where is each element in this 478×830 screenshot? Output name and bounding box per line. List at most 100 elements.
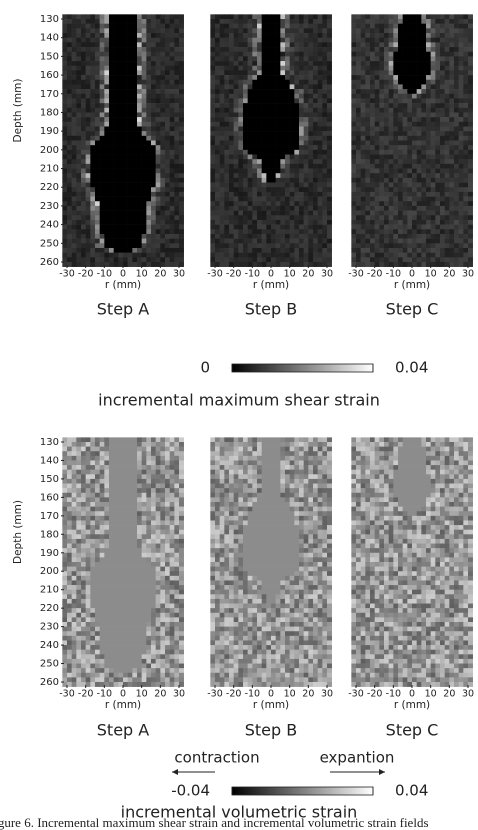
heatmap-cell <box>327 145 332 150</box>
heatmap-cell <box>351 66 356 71</box>
heatmap-cell <box>370 136 375 141</box>
heatmap-cell <box>417 103 422 108</box>
heatmap-cell <box>123 178 128 183</box>
heatmap-cell <box>128 474 133 479</box>
heatmap-cell <box>104 112 109 117</box>
heatmap-cell <box>146 131 151 136</box>
heatmap-cell <box>243 187 248 192</box>
heatmap-cell <box>398 155 403 160</box>
heatmap-cell <box>118 173 123 178</box>
heatmap-cell <box>257 61 262 66</box>
heatmap-cell <box>179 470 184 475</box>
heatmap-cell <box>468 112 473 117</box>
heatmap-cell <box>156 19 161 24</box>
heatmap-cell <box>238 187 243 192</box>
heatmap-cell <box>165 447 170 452</box>
heatmap-cell <box>280 108 285 113</box>
heatmap-cell <box>294 75 299 80</box>
heatmap-cell <box>146 206 151 211</box>
heatmap-cell <box>67 465 72 470</box>
heatmap-cell <box>86 484 91 489</box>
heatmap-cell <box>276 108 281 113</box>
heatmap-cell <box>146 84 151 89</box>
heatmap-cell <box>109 56 114 61</box>
heatmap-cell <box>109 75 114 80</box>
heatmap-cell <box>421 159 426 164</box>
heatmap-cell <box>398 33 403 38</box>
heatmap-cell <box>174 52 179 57</box>
heatmap-cell <box>90 108 95 113</box>
heatmap-cell <box>95 548 100 553</box>
heatmap-cell <box>95 187 100 192</box>
heatmap-cell <box>174 511 179 516</box>
heatmap-cell <box>351 248 356 253</box>
heatmap-cell <box>220 150 225 155</box>
heatmap-cell <box>100 122 105 127</box>
heatmap-cell <box>370 108 375 113</box>
heatmap-cell <box>365 131 370 136</box>
heatmap-cell <box>90 169 95 174</box>
heatmap-cell <box>294 169 299 174</box>
heatmap-cell <box>215 56 220 61</box>
heatmap-cell <box>361 126 366 131</box>
heatmap-cell <box>95 183 100 188</box>
heatmap-cell <box>95 117 100 122</box>
heatmap-cell <box>375 38 380 43</box>
heatmap-cell <box>76 103 81 108</box>
heatmap-cell <box>361 136 366 141</box>
heatmap-cell <box>276 47 281 52</box>
heatmap-cell <box>370 47 375 52</box>
heatmap-cell <box>100 206 105 211</box>
heatmap-cell <box>398 75 403 80</box>
heatmap-cell <box>95 456 100 461</box>
heatmap-cell <box>271 19 276 24</box>
heatmap-cell <box>62 80 67 85</box>
heatmap-cell <box>285 98 290 103</box>
heatmap-cell <box>365 94 370 99</box>
heatmap-cell <box>393 215 398 220</box>
heatmap-cell <box>252 28 257 33</box>
heatmap-cell <box>76 159 81 164</box>
heatmap-cell <box>454 225 459 230</box>
heatmap-cell <box>421 136 426 141</box>
heatmap-cell <box>109 511 114 516</box>
heatmap-cell <box>435 183 440 188</box>
heatmap-cell <box>104 192 109 197</box>
heatmap-cell <box>356 225 361 230</box>
heatmap-cell <box>123 187 128 192</box>
heatmap-cell <box>72 437 77 442</box>
heatmap-cell <box>210 75 215 80</box>
heatmap-cell <box>142 112 147 117</box>
heatmap-cell <box>90 243 95 248</box>
heatmap-cell <box>248 229 253 234</box>
heatmap-cell <box>76 117 81 122</box>
heatmap-cell <box>118 75 123 80</box>
heatmap-cell <box>210 24 215 29</box>
heatmap-cell <box>294 145 299 150</box>
heatmap-cell <box>100 442 105 447</box>
heatmap-cell <box>114 183 119 188</box>
heatmap-cell <box>160 75 165 80</box>
heatmap-cell <box>151 145 156 150</box>
heatmap-cell <box>266 239 271 244</box>
heatmap-cell <box>384 141 389 146</box>
heatmap-cell <box>160 126 165 131</box>
heatmap-cell <box>215 84 220 89</box>
heatmap-cell <box>109 164 114 169</box>
x-tick-label: -10 <box>386 269 402 280</box>
heatmap-cell <box>431 145 436 150</box>
heatmap-cell <box>220 136 225 141</box>
heatmap-cell <box>243 197 248 202</box>
heatmap-cell <box>248 42 253 47</box>
heatmap-cell <box>170 470 175 475</box>
heatmap-cell <box>389 201 394 206</box>
heatmap-cell <box>151 169 156 174</box>
heatmap-cell <box>114 215 119 220</box>
heatmap-cell <box>238 80 243 85</box>
heatmap-cell <box>252 136 257 141</box>
heatmap-cell <box>304 28 309 33</box>
heatmap-cell <box>170 42 175 47</box>
heatmap-cell <box>285 47 290 52</box>
heatmap-cell <box>271 136 276 141</box>
heatmap-cell <box>224 173 229 178</box>
